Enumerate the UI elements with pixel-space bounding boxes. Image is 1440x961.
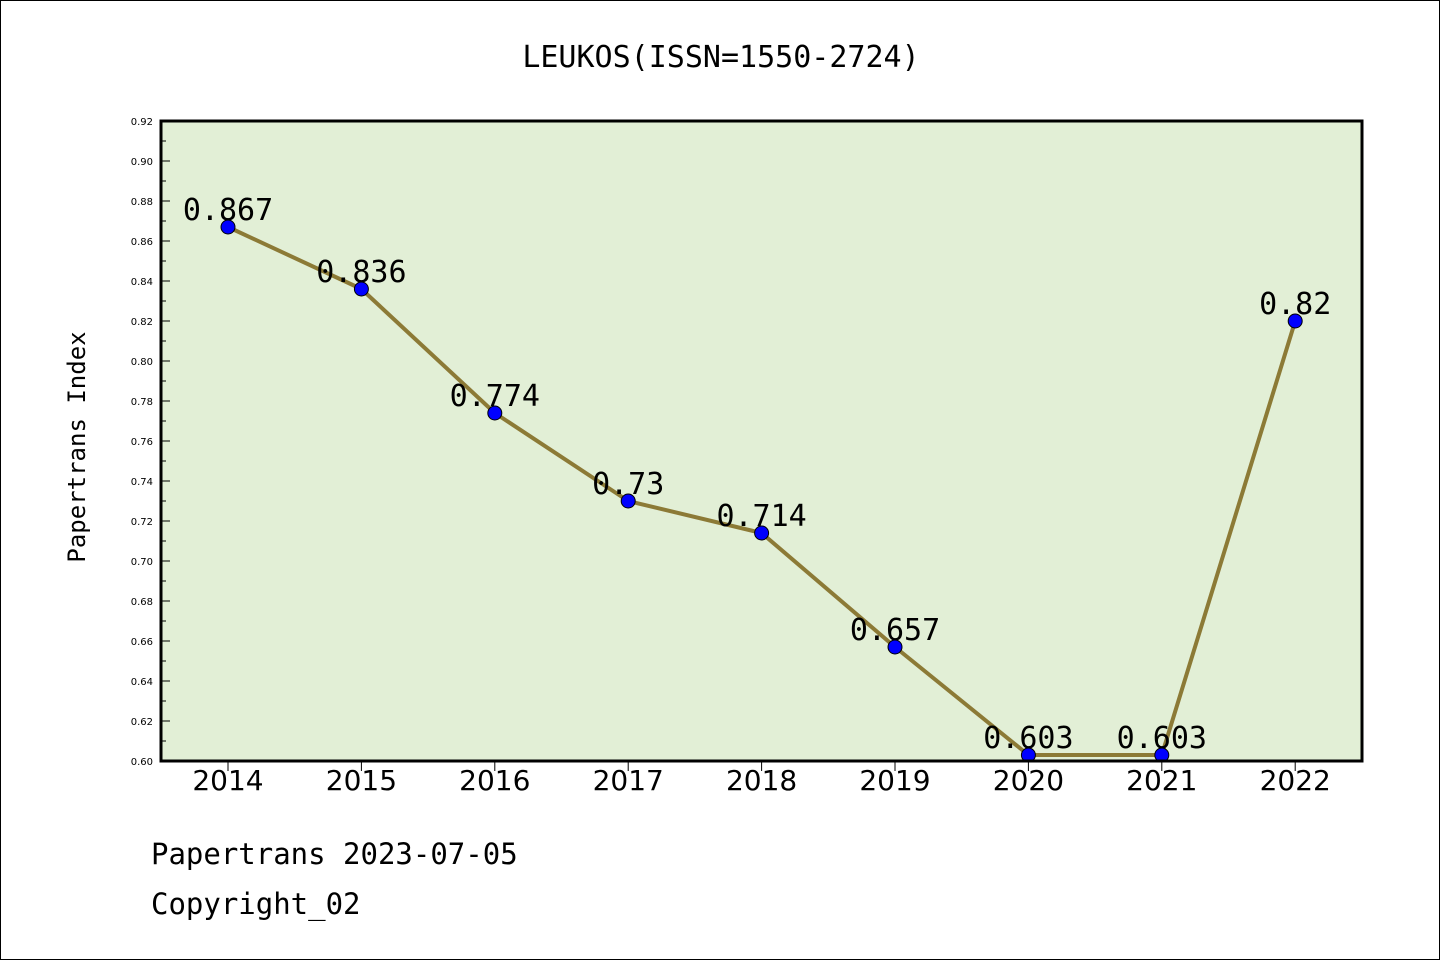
x-tick-label: 2021 — [1126, 764, 1197, 797]
y-tick-label: 0.62 — [131, 717, 153, 728]
y-tick-label: 0.88 — [131, 197, 153, 208]
y-tick-label: 0.84 — [131, 277, 153, 288]
x-tick-label: 2018 — [726, 764, 797, 797]
footer-copyright: Copyright_02 — [151, 887, 361, 921]
y-tick-label: 0.74 — [131, 477, 153, 488]
y-axis: 0.60 0.62 0.64 0.66 0.68 0.70 0.72 0.74 0.76 0.78… — [131, 117, 170, 768]
x-axis: 2014 2015 2016 2017 2018 2019 2020 2021 2022 — [192, 761, 1331, 797]
data-point — [754, 525, 770, 541]
data-label: 0.82 — [1259, 287, 1331, 322]
chart-title: LEUKOS(ISSN=1550-2724) — [522, 40, 919, 75]
y-tick-label: 0.90 — [131, 157, 153, 168]
data-point — [887, 639, 903, 655]
x-tick-label: 2017 — [593, 764, 664, 797]
y-tick-label: 0.92 — [131, 117, 153, 128]
data-point — [487, 405, 503, 421]
y-tick-label: 0.80 — [131, 357, 153, 368]
data-label: 0.867 — [183, 193, 273, 228]
x-tick-label: 2015 — [326, 764, 397, 797]
x-tick-label: 2022 — [1260, 764, 1331, 797]
data-labels: 0.867 0.836 0.774 0.73 0.714 0.657 0.603 0.603 0… — [183, 193, 1331, 756]
plot-border — [159, 119, 1364, 763]
y-tick-label: 0.68 — [131, 597, 153, 608]
y-tick-label: 0.72 — [131, 517, 153, 528]
data-point — [220, 219, 236, 235]
y-tick-label: 0.76 — [131, 437, 153, 448]
data-label: 0.836 — [316, 255, 406, 290]
footer-date: Papertrans 2023-07-05 — [151, 837, 518, 871]
y-tick-label: 0.70 — [131, 557, 153, 568]
x-tick-label: 2020 — [993, 764, 1064, 797]
y-tick-label: 0.78 — [131, 397, 153, 408]
data-label: 0.774 — [450, 379, 540, 414]
y-tick-label: 0.60 — [131, 757, 153, 768]
data-point — [1287, 313, 1303, 329]
series-markers — [220, 219, 1303, 763]
x-tick-label: 2019 — [859, 764, 930, 797]
data-label: 0.73 — [592, 467, 664, 502]
x-tick-label: 2014 — [192, 764, 263, 797]
data-point — [620, 493, 636, 509]
y-axis-label: Papertrans Index — [63, 331, 91, 562]
data-label: 0.714 — [716, 499, 806, 534]
data-label: 0.657 — [850, 613, 940, 648]
y-tick-label: 0.64 — [131, 677, 153, 688]
data-label: 0.603 — [983, 721, 1073, 756]
data-label: 0.603 — [1117, 721, 1207, 756]
y-tick-label: 0.66 — [131, 637, 153, 648]
y-tick-label: 0.86 — [131, 237, 153, 248]
x-tick-label: 2016 — [459, 764, 530, 797]
y-tick-label: 0.82 — [131, 317, 153, 328]
plot-area — [161, 121, 1362, 761]
data-point — [353, 281, 369, 297]
